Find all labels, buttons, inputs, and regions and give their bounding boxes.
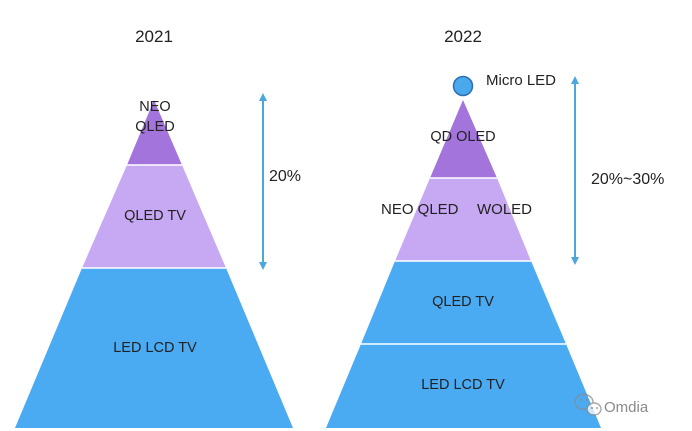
- tier-2022-bottom: [326, 344, 601, 428]
- tier-2021-middle: [82, 165, 226, 268]
- tier-label-neo-qled: NEO QLED: [381, 201, 459, 218]
- tier-label-woled: WOLED: [477, 201, 532, 218]
- pyramid-2021: 2021 NEO QLED QLED TV LED LCD TV 20%: [15, 27, 301, 428]
- pyramid-2022: 2022 Micro LED QD OLED NEO QLED WOLED QL…: [326, 27, 664, 428]
- share-label-2022: 20%~30%: [591, 171, 664, 188]
- tier-label-qled-tv: QLED TV: [124, 208, 186, 224]
- tier-2022-top: [430, 100, 497, 178]
- watermark: Omdia: [574, 393, 649, 416]
- share-label-2021: 20%: [269, 168, 301, 185]
- tier-label-led-lcd-tv: LED LCD TV: [113, 340, 197, 356]
- year-label-2022: 2022: [444, 27, 482, 46]
- tier-label-micro-led: Micro LED: [486, 72, 556, 89]
- watermark-text: Omdia: [604, 399, 649, 416]
- tier-label-qled-tv: QLED TV: [432, 294, 494, 310]
- tier-label-neo-qled-line2: QLED: [135, 119, 175, 135]
- micro-led-dot: [452, 75, 474, 97]
- tier-2022-lower-middle: [361, 261, 566, 344]
- tier-2022-middle: [395, 178, 531, 261]
- tier-label-qd-oled: QD OLED: [430, 129, 495, 145]
- tier-label-led-lcd-tv: LED LCD TV: [421, 377, 505, 393]
- year-label-2021: 2021: [135, 27, 173, 46]
- wechat-icon: [574, 393, 602, 416]
- tier-2021-bottom: [15, 268, 293, 428]
- tier-label-neo-qled-line1: NEO: [139, 99, 170, 115]
- tier-2021-top: [127, 100, 182, 165]
